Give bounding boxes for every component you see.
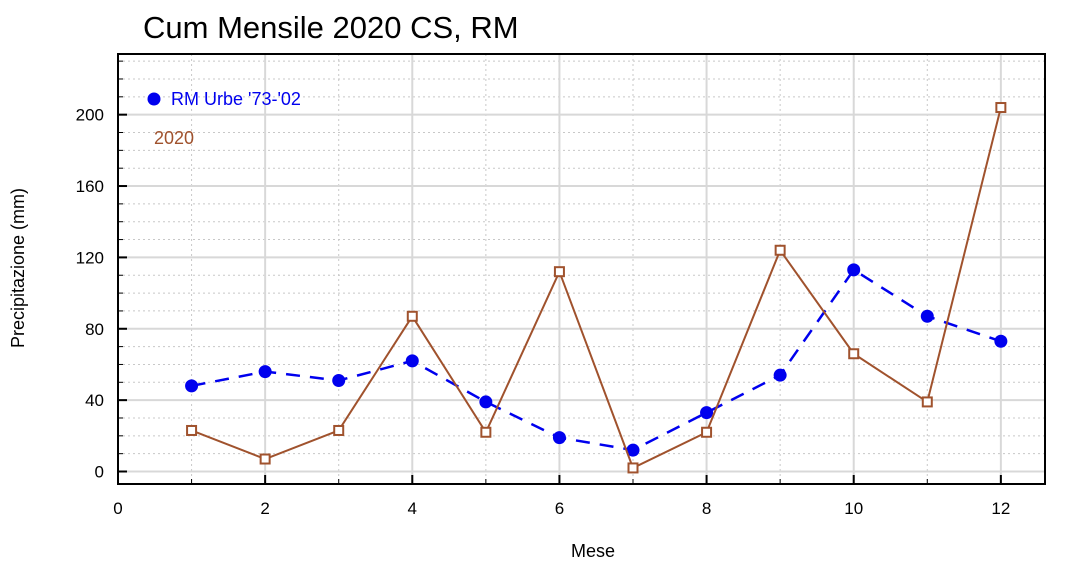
legend-marker-rm-urbe <box>147 92 161 106</box>
data-point-circle <box>994 334 1008 348</box>
x-tick-label: 2 <box>260 499 269 518</box>
axis-ticks <box>117 60 1002 484</box>
y-tick-label: 80 <box>85 320 104 339</box>
series-1 <box>186 102 1007 474</box>
data-point-circle <box>479 395 493 409</box>
plot-frame <box>117 53 1046 485</box>
tick-labels: 0 40 80 120 160 200 0 2 4 6 8 10 12 <box>76 106 1011 518</box>
series-line-0 <box>191 268 1002 452</box>
series-line-1 <box>191 107 1002 470</box>
data-point-circle <box>920 309 934 323</box>
x-axis-label: Mese <box>571 541 615 561</box>
y-tick-label: 200 <box>76 106 104 125</box>
data-point-circle <box>847 263 861 277</box>
x-tick-label: 4 <box>408 499 417 518</box>
y-axis-label: Precipitazione (mm) <box>8 188 28 348</box>
y-tick-label: 160 <box>76 177 104 196</box>
data-point-circle <box>700 406 714 420</box>
data-point-square <box>259 453 271 465</box>
legend: RM Urbe '73-'02 2020 <box>147 89 301 148</box>
data-point-circle <box>552 431 566 445</box>
data-point-square <box>553 266 565 278</box>
x-tick-label: 8 <box>702 499 711 518</box>
x-tick-label: 0 <box>113 499 122 518</box>
data-point-square <box>995 102 1007 114</box>
data-point-square <box>701 426 713 438</box>
chart-title: Cum Mensile 2020 CS, RM <box>143 10 519 45</box>
data-point-circle <box>332 374 346 388</box>
data-point-square <box>480 426 492 438</box>
data-point-circle <box>626 443 640 457</box>
y-tick-label: 40 <box>85 391 104 410</box>
data-point-square <box>848 348 860 360</box>
data-point-square <box>921 396 933 408</box>
data-point-circle <box>773 368 787 382</box>
data-point-circle <box>405 354 419 368</box>
x-tick-label: 12 <box>991 499 1010 518</box>
data-point-square <box>627 462 639 474</box>
data-point-square <box>774 244 786 256</box>
y-tick-label: 120 <box>76 248 104 267</box>
series-layer <box>185 102 1008 474</box>
data-point-circle <box>258 365 272 379</box>
grid <box>118 54 1045 484</box>
x-tick-label: 10 <box>844 499 863 518</box>
legend-label-rm-urbe: RM Urbe '73-'02 <box>171 89 301 109</box>
series-0 <box>185 263 1008 457</box>
data-point-circle <box>185 379 199 393</box>
x-tick-label: 6 <box>555 499 564 518</box>
data-point-square <box>406 310 418 322</box>
data-point-square <box>333 424 345 436</box>
data-point-square <box>186 424 198 436</box>
y-tick-label: 0 <box>95 463 104 482</box>
legend-label-2020: 2020 <box>154 128 194 148</box>
